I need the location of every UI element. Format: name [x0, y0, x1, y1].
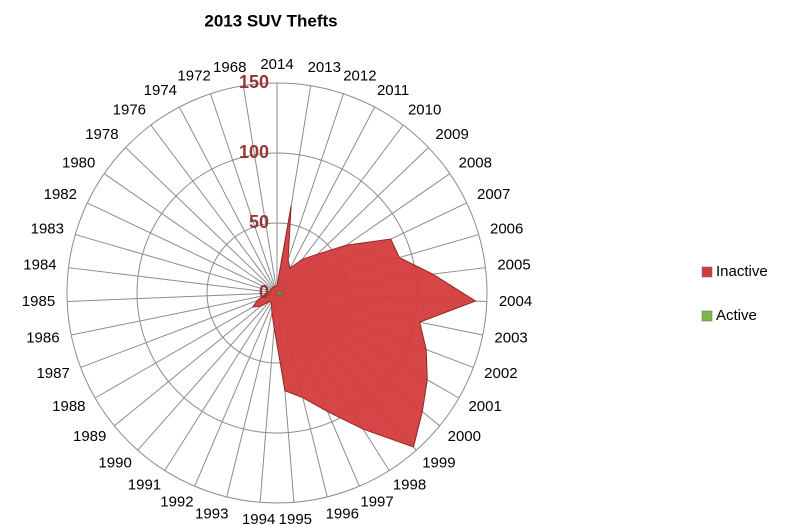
- category-label: 1987: [36, 365, 69, 382]
- spoke: [114, 292, 278, 427]
- y-tick-label: 100: [239, 142, 269, 162]
- category-label: 1982: [44, 186, 77, 203]
- spoke: [164, 292, 278, 471]
- category-label: 2012: [343, 68, 376, 85]
- spoke: [178, 106, 278, 294]
- category-label: 1995: [279, 511, 312, 525]
- legend-label: Inactive: [716, 263, 768, 280]
- category-label: 1968: [213, 59, 246, 76]
- category-label: 1991: [128, 477, 161, 494]
- category-label: 1985: [22, 293, 55, 310]
- category-label: 1989: [73, 428, 106, 445]
- category-label: 2005: [497, 256, 530, 273]
- grid-ring: [66, 82, 488, 504]
- spoke: [94, 292, 278, 399]
- category-label: 1976: [113, 102, 146, 119]
- category-label: 1983: [31, 221, 64, 238]
- spoke: [68, 267, 278, 294]
- spoke: [75, 234, 278, 294]
- spoke: [67, 292, 278, 302]
- category-label: 2004: [499, 293, 532, 310]
- category-label: 2009: [435, 126, 468, 143]
- category-label: 1980: [62, 154, 95, 171]
- category-label: 1974: [144, 82, 177, 99]
- chart-title: 2013 SUV Thefts: [204, 11, 337, 30]
- category-label: 2003: [494, 330, 527, 347]
- category-label: 2008: [459, 154, 492, 171]
- category-label: 1996: [326, 505, 359, 522]
- category-label: 2011: [377, 82, 409, 99]
- spoke: [125, 147, 278, 294]
- category-label: 2000: [448, 428, 481, 445]
- category-label: 1984: [23, 256, 56, 273]
- spoke: [226, 292, 278, 498]
- y-tick-label: 150: [239, 72, 269, 92]
- radar-area: [276, 291, 286, 296]
- spoke: [80, 292, 278, 368]
- category-label: 1997: [360, 494, 393, 511]
- category-label: 2010: [408, 102, 441, 119]
- spoke: [276, 106, 376, 294]
- y-tick-label: 50: [249, 212, 269, 232]
- category-label: 2006: [490, 221, 523, 238]
- category-label: 2013: [308, 59, 341, 76]
- category-label: 1994: [242, 511, 275, 525]
- category-label: 1988: [52, 398, 85, 415]
- y-tick-label: 0: [259, 282, 269, 302]
- legend-swatch: [701, 266, 713, 278]
- spoke: [194, 292, 278, 487]
- category-label: 1990: [98, 455, 131, 472]
- radar-area: [251, 205, 477, 448]
- spoke: [71, 292, 278, 336]
- category-label: 1999: [422, 455, 455, 472]
- category-label: 1986: [26, 330, 59, 347]
- category-label: 1992: [160, 494, 193, 511]
- spoke: [150, 124, 278, 294]
- category-label: 1978: [85, 126, 118, 143]
- spoke: [103, 173, 278, 294]
- category-label: 2001: [468, 398, 501, 415]
- category-label: 2007: [477, 186, 510, 203]
- legend-swatch: [701, 310, 713, 322]
- category-label: 1972: [177, 68, 210, 85]
- spoke: [242, 85, 278, 294]
- category-label: 1998: [393, 477, 426, 494]
- spoke: [87, 202, 278, 294]
- category-label: 2014: [260, 56, 293, 73]
- category-label: 2002: [484, 365, 517, 382]
- category-label: 1993: [195, 505, 228, 522]
- spoke: [210, 93, 278, 294]
- spoke: [137, 292, 278, 451]
- legend-label: Active: [716, 307, 757, 324]
